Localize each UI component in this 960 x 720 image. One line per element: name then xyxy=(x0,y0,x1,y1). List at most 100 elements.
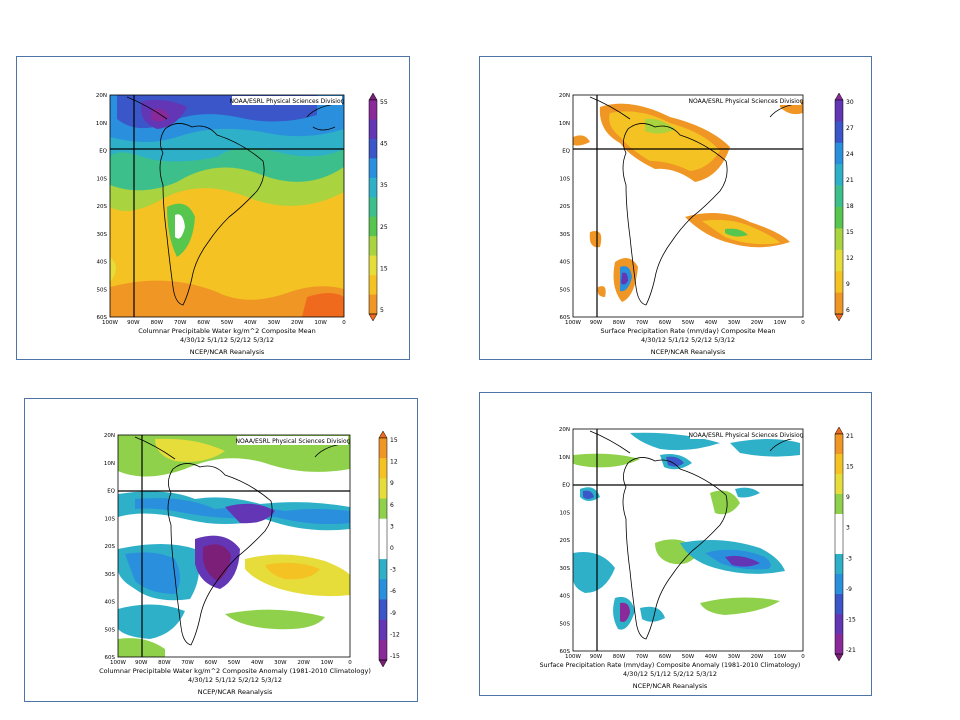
colorbar-tick-label: 45 xyxy=(380,141,388,148)
colorbar-swatch xyxy=(835,271,843,293)
colorbar-top-arrow xyxy=(834,426,844,435)
longitude-tick-label: 100W xyxy=(565,320,581,326)
longitude-tick-label: 90W xyxy=(590,320,603,326)
latitude-tick-label: 60S xyxy=(105,655,116,661)
colorbar-tick-label: 12 xyxy=(846,255,854,262)
latitude-tick-label: 50S xyxy=(105,627,116,633)
longitude-tick-label: 10W xyxy=(774,654,787,660)
colorbar-outline xyxy=(378,437,388,661)
colorbar-top-arrow xyxy=(378,430,388,439)
map-title: Surface Precipitation Rate (mm/day) Comp… xyxy=(601,327,776,335)
longitude-tick-label: 0 xyxy=(801,320,805,326)
colorbar-swatch xyxy=(369,119,377,140)
latitude-tick-label: 10N xyxy=(96,121,107,127)
colorbar-tick-label: -15 xyxy=(846,616,856,623)
map-dates: 4/30/12 5/1/12 5/2/12 5/3/12 xyxy=(180,336,274,344)
latitude-tick-label: 10S xyxy=(97,176,108,182)
colorbar: 15 12 9 6 3 0 -3 -6 -9 -12 -15 xyxy=(378,430,400,668)
colorbar-tick-label: 9 xyxy=(846,281,850,288)
colorbar-tick-label: 9 xyxy=(390,480,394,487)
longitude-tick-label: 60W xyxy=(197,320,210,326)
colorbar-swatch xyxy=(835,514,843,535)
colorbar: 21 15 9 3 -3 -9 -15 -21 xyxy=(834,426,856,662)
colorbar-swatch xyxy=(835,164,843,186)
longitude-tick-label: 40W xyxy=(244,320,257,326)
colorbar-tick-label: -15 xyxy=(390,653,400,660)
map-panel-pr-mean: NOAA/ESRL Physical Sciences Division 20N… xyxy=(479,56,872,360)
colorbar-swatch xyxy=(379,639,387,661)
colorbar-bottom-arrow xyxy=(834,313,844,322)
longitude-tick-label: 60W xyxy=(205,660,218,666)
map-source: NCEP/NCAR Reanalysis xyxy=(190,348,265,356)
colorbar-tick-label: 25 xyxy=(380,224,388,231)
map-dates: 4/30/12 5/1/12 5/2/12 5/3/12 xyxy=(623,670,717,678)
longitude-tick-label: 40W xyxy=(705,654,718,660)
latitude-tick-label: EQ xyxy=(562,483,570,489)
colorbar-swatch xyxy=(835,228,843,251)
latitude-labels: 20N 10N EQ 10S 20S 30S 40S 50S 60S xyxy=(559,93,571,321)
colorbar: 55 45 35 25 15 5 xyxy=(368,92,388,322)
credit-label: NOAA/ESRL Physical Sciences Division xyxy=(230,98,345,105)
colorbar-tick-label: 21 xyxy=(846,177,854,184)
latitude-tick-label: 30S xyxy=(560,232,571,238)
colorbar-tick-label: 24 xyxy=(846,151,854,158)
latitude-tick-label: 10N xyxy=(559,121,570,127)
colorbar-swatch xyxy=(369,100,377,120)
colorbar-swatch xyxy=(379,478,387,499)
colorbar-swatch xyxy=(835,554,843,575)
longitude-tick-label: 30W xyxy=(728,654,741,660)
longitude-tick-label: 80W xyxy=(151,320,164,326)
colorbar-tick-label: 3 xyxy=(390,523,394,530)
colorbar-swatch xyxy=(835,292,843,315)
colorbar-swatch xyxy=(835,454,843,475)
map-figure: NOAA/ESRL Physical Sciences Division 20N… xyxy=(96,92,388,356)
latitude-labels: 20N 10N EQ 10S 20S 30S 40S 50S 60S xyxy=(96,93,108,321)
colorbar-swatch xyxy=(835,207,843,229)
colorbar-tick-label: 18 xyxy=(846,203,854,210)
credit-label: NOAA/ESRL Physical Sciences Division xyxy=(689,98,804,105)
colorbar-swatch xyxy=(835,634,843,655)
latitude-tick-label: 10S xyxy=(560,176,571,182)
credit-label: NOAA/ESRL Physical Sciences Division xyxy=(236,438,351,445)
colorbar-swatch xyxy=(379,579,387,600)
colorbar-tick-label: -6 xyxy=(390,588,396,595)
colorbar-swatch xyxy=(835,100,843,122)
colorbar-swatch xyxy=(835,574,843,595)
longitude-labels: 100W 90W 80W 70W 60W 50W 40W 30W 20W 10W 0 xyxy=(102,320,346,326)
colorbar-swatch xyxy=(835,594,843,615)
colorbar-swatch xyxy=(835,534,843,555)
latitude-tick-label: 40S xyxy=(560,594,571,600)
latitude-tick-label: 20N xyxy=(559,93,570,99)
map-figure: NOAA/ESRL Physical Sciences Division 20N… xyxy=(540,426,856,690)
colorbar-swatch xyxy=(835,474,843,495)
colorbar-swatch xyxy=(369,216,377,237)
map-figure: NOAA/ESRL Physical Sciences Division 20N… xyxy=(99,430,400,696)
map-figure: NOAA/ESRL Physical Sciences Division 20N… xyxy=(559,92,854,356)
longitude-tick-label: 10W xyxy=(314,320,327,326)
map-panel-pw-mean: NOAA/ESRL Physical Sciences Division 20N… xyxy=(16,56,410,360)
colorbar: 30 27 24 21 18 15 12 9 6 xyxy=(834,92,854,322)
colorbar-swatch xyxy=(369,158,377,179)
field-shading xyxy=(573,95,803,317)
colorbar-tick-label: 21 xyxy=(846,433,854,440)
longitude-labels: 100W 90W 80W 70W 60W 50W 40W 30W 20W 10W 0 xyxy=(110,660,352,666)
longitude-tick-label: 80W xyxy=(613,654,626,660)
longitude-tick-label: 60W xyxy=(659,654,672,660)
longitude-tick-label: 30W xyxy=(268,320,281,326)
colorbar-tick-label: 35 xyxy=(380,182,388,189)
colorbar-swatch xyxy=(369,177,377,198)
colorbar-swatch xyxy=(379,518,387,540)
colorbar-swatch xyxy=(379,559,387,580)
longitude-tick-label: 20W xyxy=(751,654,764,660)
longitude-tick-label: 50W xyxy=(682,654,695,660)
longitude-tick-label: 60W xyxy=(659,320,672,326)
latitude-tick-label: 20S xyxy=(560,204,571,210)
latitude-tick-label: 20S xyxy=(97,204,108,210)
latitude-tick-label: 20N xyxy=(96,93,107,99)
latitude-tick-label: 10S xyxy=(560,510,571,516)
longitude-tick-label: 90W xyxy=(590,654,603,660)
colorbar-swatch xyxy=(835,185,843,208)
colorbar-tick-label: 9 xyxy=(846,494,850,501)
colorbar-tick-label: -3 xyxy=(846,555,852,562)
latitude-labels: 20N 10N EQ 10S 20S 30S 40S 50S 60S xyxy=(104,433,116,661)
